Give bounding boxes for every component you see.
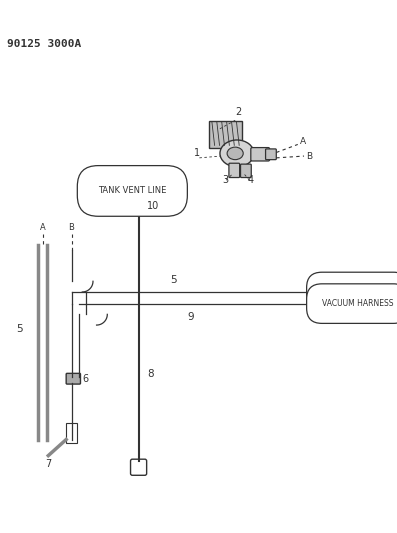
Text: 9: 9 [188,312,195,322]
Text: 90125 3000A: 90125 3000A [7,39,81,49]
Text: B: B [69,223,75,232]
FancyBboxPatch shape [241,164,251,177]
FancyBboxPatch shape [209,121,242,148]
FancyBboxPatch shape [251,148,270,161]
Text: A: A [40,223,46,232]
Text: 3: 3 [223,175,229,185]
Text: 2: 2 [235,107,241,117]
FancyBboxPatch shape [134,201,143,206]
Text: VACUUM HARNESS: VACUUM HARNESS [322,287,393,296]
Ellipse shape [220,140,254,167]
Text: 8: 8 [148,369,154,379]
Text: VACUUM HARNESS: VACUUM HARNESS [322,299,393,308]
FancyBboxPatch shape [66,423,77,443]
Text: 4: 4 [248,175,254,185]
FancyBboxPatch shape [266,149,276,160]
Text: A: A [300,138,306,146]
Text: 5: 5 [16,324,23,334]
Text: 5: 5 [170,275,177,285]
Text: B: B [306,151,312,160]
FancyBboxPatch shape [229,163,240,177]
Text: 1: 1 [194,148,200,158]
Text: 7: 7 [45,459,51,469]
Text: 10: 10 [146,201,159,211]
FancyBboxPatch shape [131,459,146,475]
FancyBboxPatch shape [66,373,81,384]
Text: 6: 6 [82,374,89,384]
Text: TANK VENT LINE: TANK VENT LINE [98,187,166,196]
Ellipse shape [227,147,243,160]
